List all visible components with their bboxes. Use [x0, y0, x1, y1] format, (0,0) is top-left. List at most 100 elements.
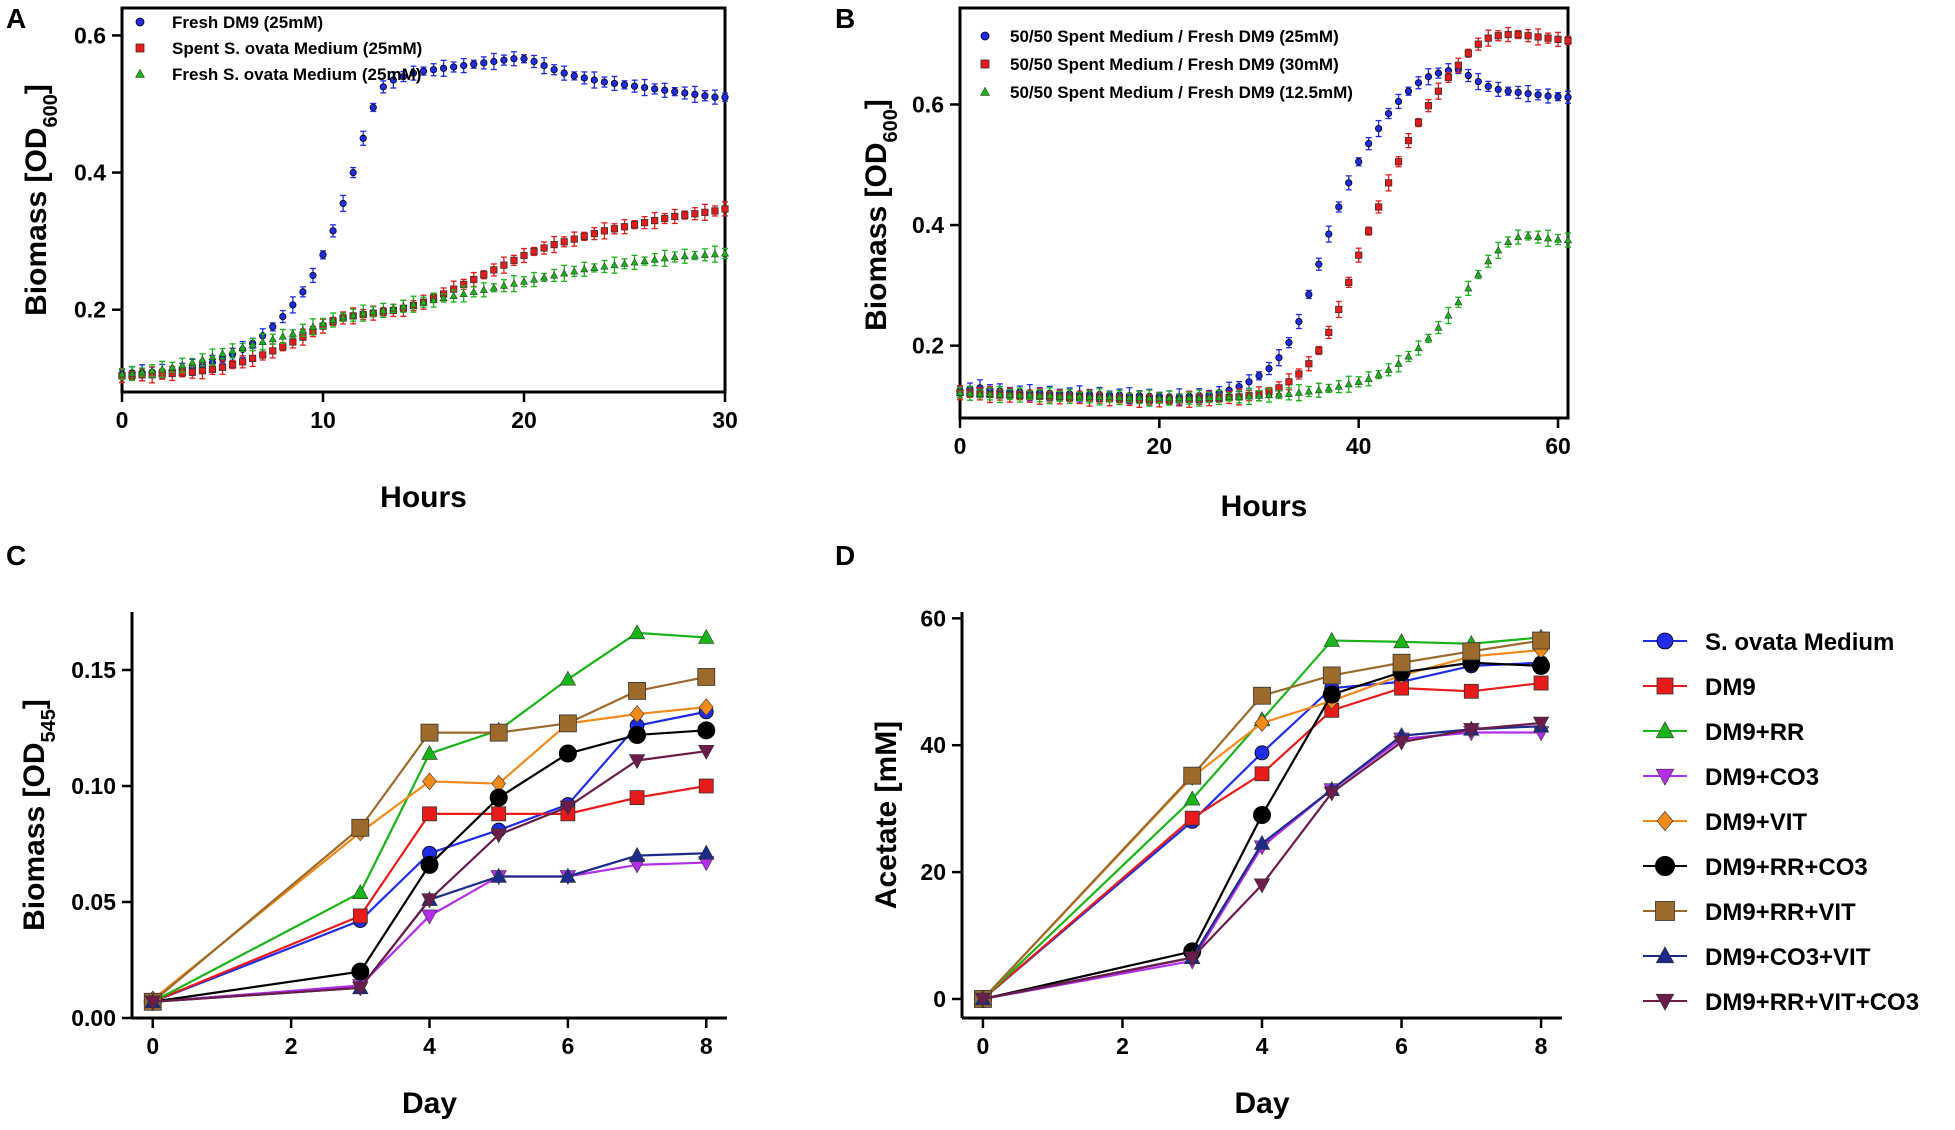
data-point: [248, 340, 257, 348]
y-tick-label: 0.6: [912, 91, 944, 117]
data-point: [1463, 723, 1480, 739]
data-point: [409, 69, 418, 77]
data-point: [329, 315, 338, 324]
data-point: [339, 312, 348, 321]
series-line: [152, 852, 707, 1003]
data-point: [1454, 297, 1463, 306]
data-point: [489, 283, 498, 291]
data-point: [698, 628, 715, 644]
data-point: [559, 670, 577, 686]
data-point: [530, 275, 539, 283]
data-point: [640, 256, 649, 265]
data-point: [1254, 714, 1270, 732]
data-point: [1322, 666, 1341, 685]
data-point: [721, 205, 729, 213]
data-point: [641, 219, 649, 227]
legend-label: Fresh S. ovata Medium (25mM): [172, 65, 421, 84]
data-point: [1394, 158, 1403, 166]
legend-entry: DM9+RR+CO3: [1643, 854, 1868, 881]
legend-entry: Fresh S. ovata Medium (25mM): [135, 65, 421, 84]
data-point: [238, 358, 247, 366]
data-point: [318, 319, 328, 327]
data-point: [691, 90, 699, 99]
data-point: [628, 624, 646, 640]
series-dm9-rr-vit-co3: [144, 744, 715, 1011]
data-point: [651, 216, 659, 225]
data-point: [630, 258, 639, 266]
data-point: [680, 251, 689, 260]
y-axis-title-sub: 600: [880, 109, 902, 142]
data-point: [238, 343, 247, 351]
data-point: [1294, 388, 1303, 396]
series-s-ovata-medium: [975, 655, 1549, 1007]
y-axis-title-sub: 600: [40, 94, 62, 127]
legend-label: Spent S. ovata Medium (25mM): [172, 39, 422, 58]
x-tick-label: 6: [561, 1033, 574, 1059]
y-tick-label: 0.00: [71, 1005, 116, 1031]
data-point: [1424, 73, 1433, 81]
x-axis-title: Hours: [380, 481, 467, 514]
data-point: [299, 288, 307, 296]
series-dm9-rr-vit-co3: [974, 716, 1550, 1008]
data-point: [228, 346, 237, 354]
data-point: [1304, 387, 1313, 395]
data-point: [1322, 685, 1341, 704]
data-point: [629, 790, 645, 805]
data-point: [1345, 179, 1353, 187]
data-point: [1335, 305, 1343, 314]
data-point: [530, 57, 538, 66]
data-point: [359, 134, 367, 142]
data-point: [1025, 390, 1034, 399]
data-point: [1305, 290, 1313, 298]
data-point: [1464, 284, 1473, 292]
data-point: [1253, 686, 1271, 705]
data-point: [660, 253, 669, 262]
legend-entry: 50/50 Spent Medium / Fresh DM9 (30mM): [980, 55, 1339, 74]
data-point: [628, 681, 646, 700]
data-point: [698, 744, 715, 760]
data-point: [1285, 378, 1293, 386]
data-point: [1145, 393, 1154, 402]
x-tick-label: 2: [285, 1033, 298, 1059]
data-point: [1253, 878, 1271, 894]
data-point: [278, 332, 287, 340]
panel-letter: C: [6, 540, 26, 571]
data-point: [710, 249, 719, 258]
y-axis-title-main: Biomass [OD: [860, 142, 893, 330]
data-point: [144, 995, 161, 1011]
data-point: [1253, 806, 1271, 824]
data-point: [661, 214, 669, 223]
y-tick-label: 0.2: [912, 333, 944, 359]
data-point: [399, 301, 408, 310]
data-point: [1414, 79, 1423, 87]
data-point: [389, 76, 397, 84]
plot-frame: [958, 6, 1570, 420]
x-tick-label: 10: [310, 407, 336, 433]
data-point: [550, 240, 558, 249]
data-point: [489, 723, 508, 742]
data-point: [329, 227, 337, 235]
data-point: [628, 846, 646, 862]
data-point: [409, 299, 418, 308]
data-point: [1474, 77, 1482, 86]
data-point: [1564, 36, 1572, 45]
panel-letter: B: [835, 3, 855, 34]
data-point: [540, 244, 548, 252]
legend-marker: [1655, 768, 1675, 786]
data-point: [1393, 633, 1410, 649]
data-point: [1464, 71, 1472, 80]
data-point: [620, 223, 629, 231]
data-point: [1494, 85, 1502, 93]
data-point: [540, 61, 548, 70]
data-point: [339, 199, 347, 208]
data-point: [1055, 391, 1064, 400]
data-point: [1065, 391, 1074, 400]
data-point: [1035, 391, 1044, 399]
data-point: [651, 85, 659, 93]
data-point: [1434, 323, 1443, 331]
legend-entry: DM9: [1643, 674, 1756, 701]
data-point: [268, 334, 277, 343]
data-point: [369, 103, 377, 112]
data-point: [1534, 33, 1542, 41]
data-point: [1185, 393, 1194, 402]
